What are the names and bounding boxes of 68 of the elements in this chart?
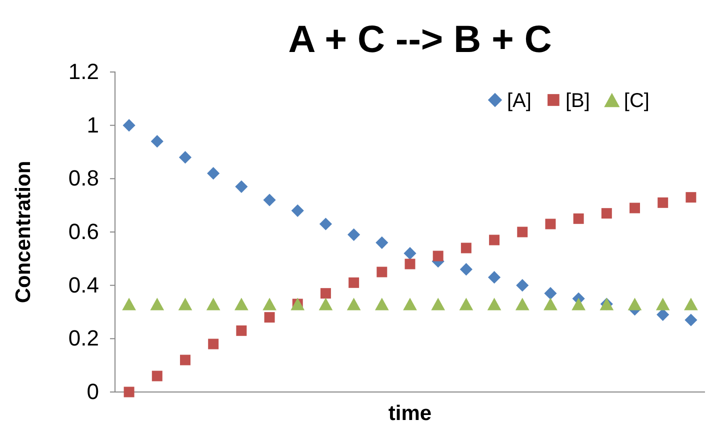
point [431,298,446,310]
point [150,135,164,148]
point [630,202,640,214]
point [178,298,192,310]
point [460,242,472,254]
chart-title: A + C --> B + C [288,19,552,61]
point [376,266,388,278]
y-tick-label: 0.2 [68,326,99,351]
point [207,167,220,180]
point [403,298,417,310]
point [684,298,698,310]
point [319,218,332,230]
point [459,298,474,310]
point [264,312,275,323]
point [404,258,416,270]
point [489,234,500,246]
point [234,298,248,310]
point [628,298,642,310]
point [488,271,501,284]
point [208,338,219,350]
y-tick-label: 1.2 [68,59,99,84]
point [404,247,416,260]
point [262,298,276,310]
y-tick-label: 0.8 [68,166,99,191]
point [544,287,557,300]
point [487,298,502,310]
point [348,228,360,241]
y-tick-label: 0.6 [68,219,99,244]
point [122,298,136,310]
point [348,277,360,288]
point [291,204,304,217]
y-tick-label: 0.4 [68,272,99,298]
point [545,218,556,230]
x-axis-title: time [388,402,432,425]
point [374,298,389,310]
y-axis-title: Concentration [12,160,35,304]
point [152,370,162,382]
point [236,325,247,336]
point [124,386,134,398]
y-tick-label: 0 [86,379,99,404]
point [515,298,530,310]
point [122,119,136,132]
point [656,298,670,310]
point [658,197,668,208]
point [206,298,220,310]
point [235,180,248,193]
point [432,250,444,262]
point [180,354,190,366]
point [572,298,586,310]
point [686,192,696,203]
point [376,236,388,249]
point [460,263,472,276]
point [516,279,529,292]
point [517,226,528,238]
point [573,213,584,224]
y-tick-label: 1 [86,112,99,138]
point [601,208,612,219]
point [320,288,331,299]
legend-label: [C] [624,90,650,112]
point [263,194,276,206]
point [346,298,361,310]
point [684,314,698,326]
point [544,298,558,310]
legend-label: [B] [565,90,590,112]
legend-label: [A] [507,90,532,112]
point [318,298,333,310]
point [178,151,192,164]
point [150,298,164,310]
